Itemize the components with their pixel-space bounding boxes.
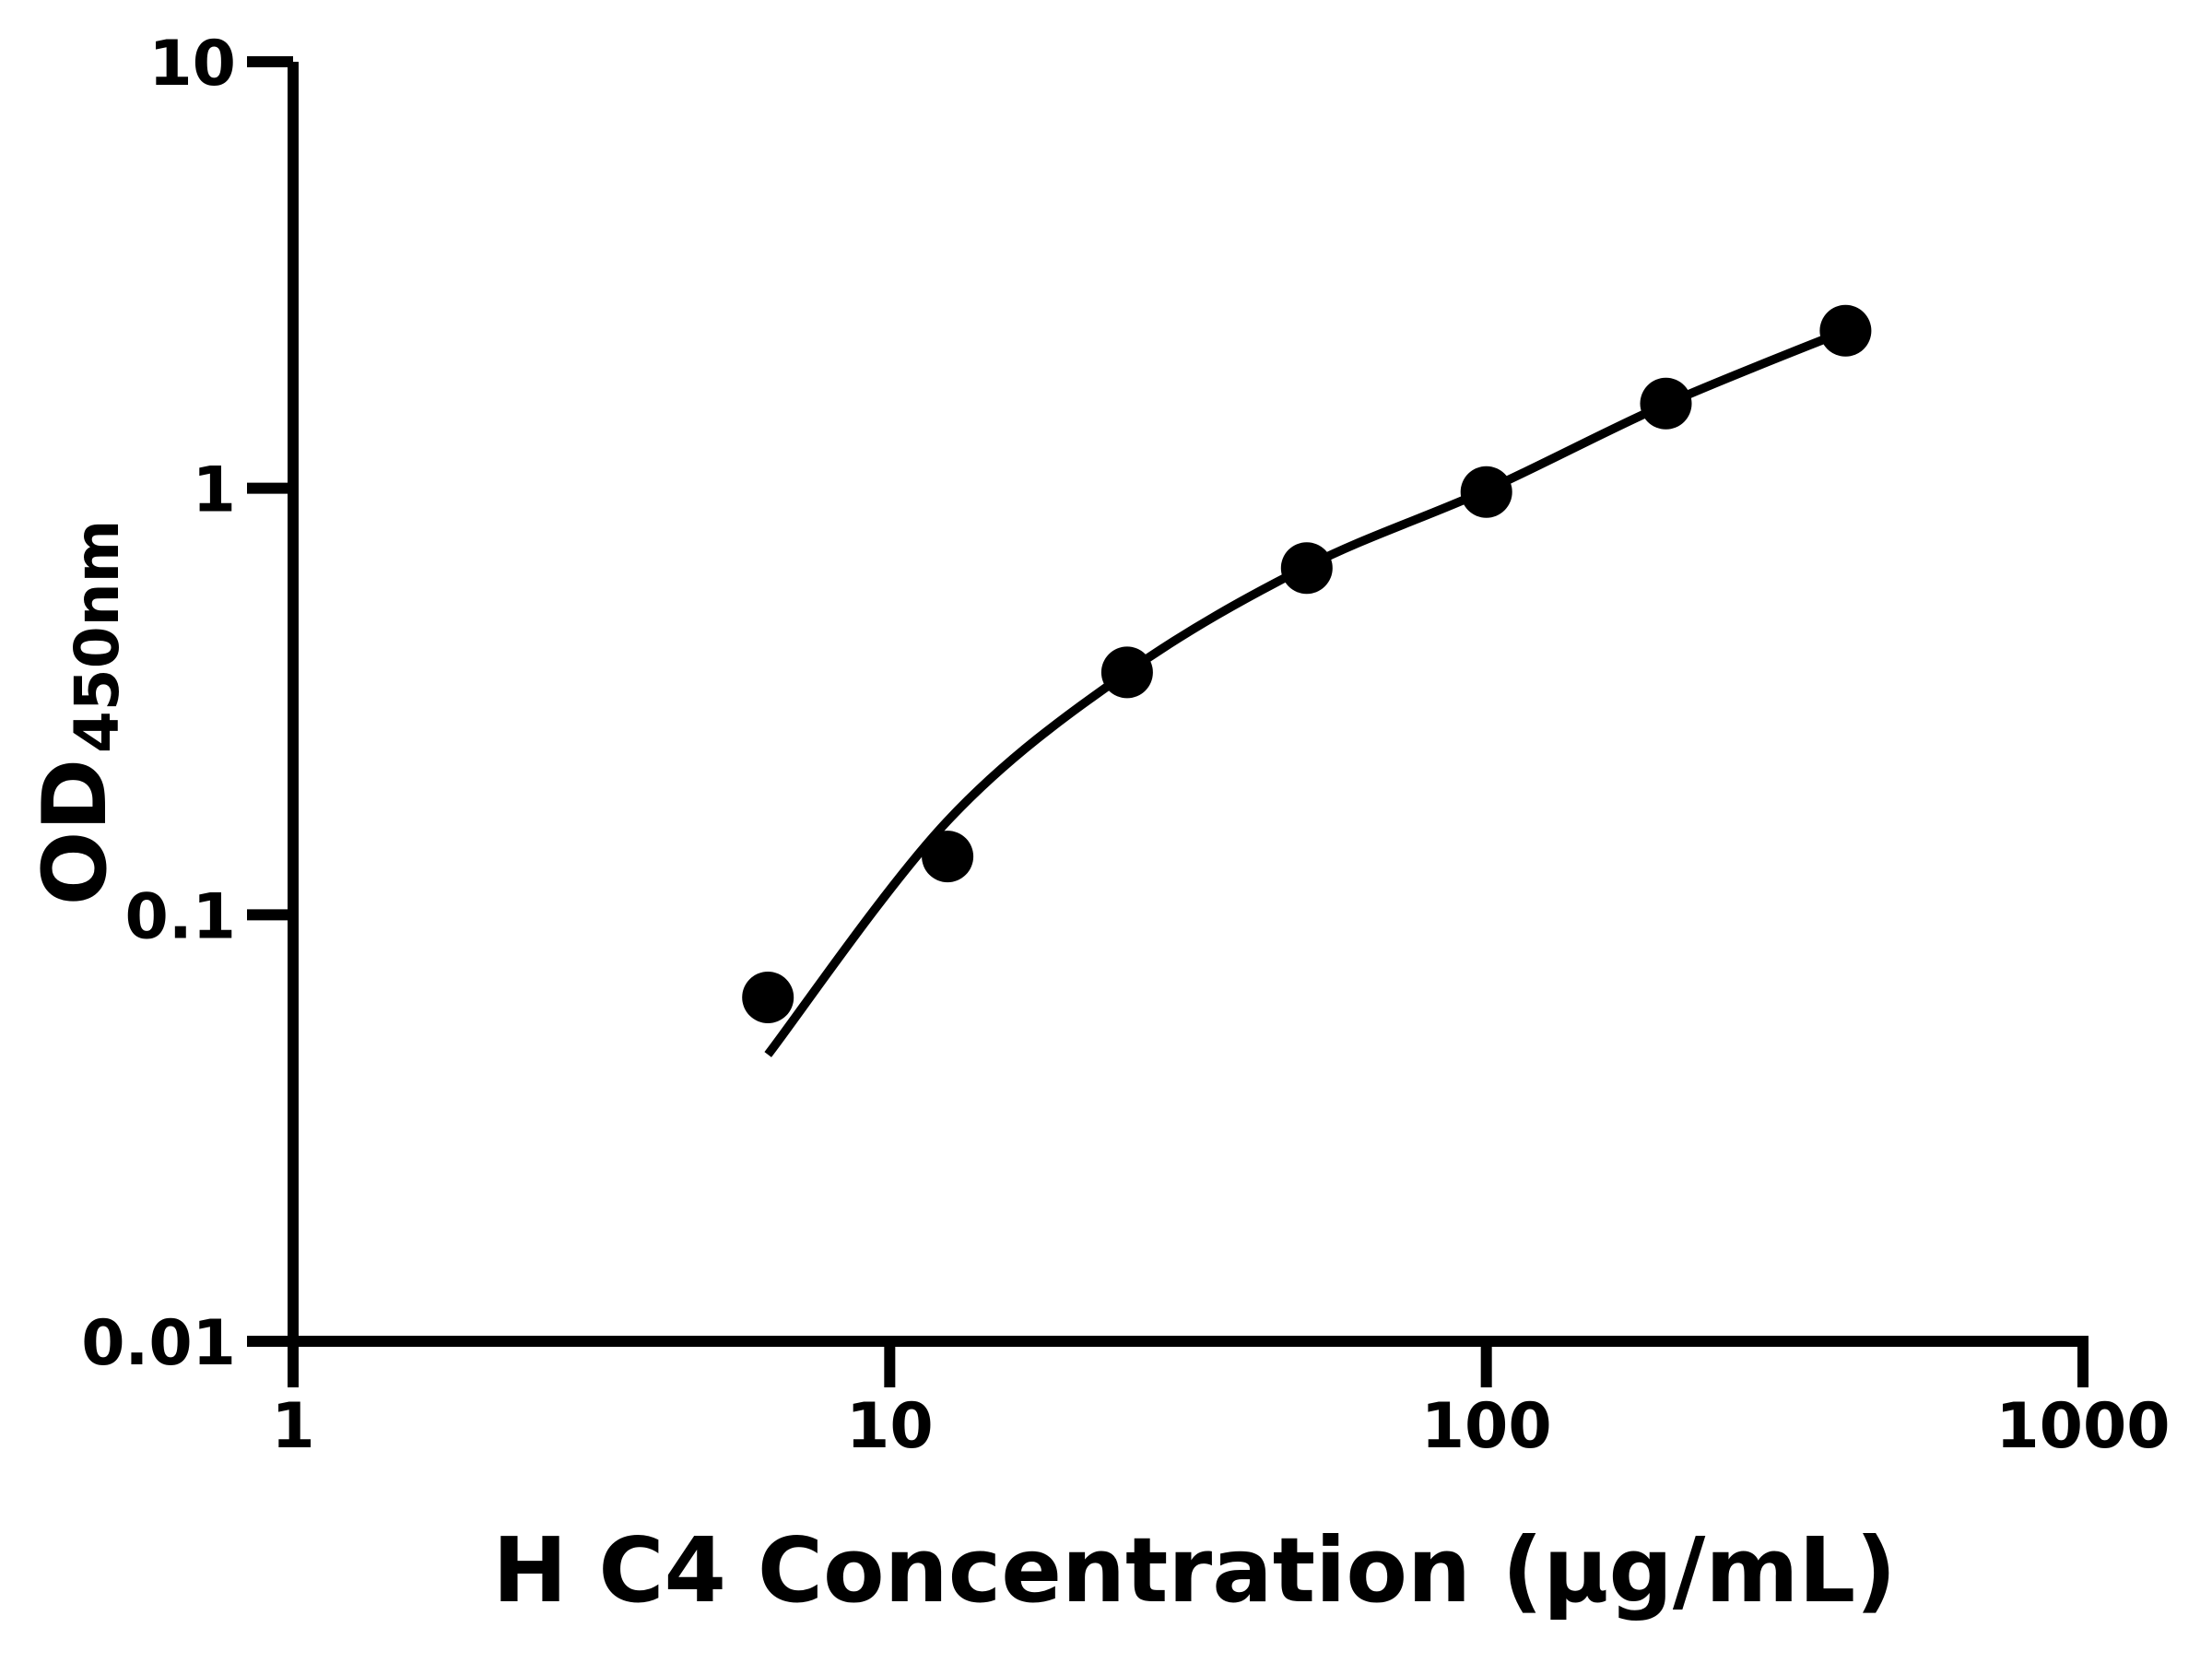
x-tick-label: 1000 — [1995, 1390, 2170, 1463]
x-axis-title: H C4 Concentration (μg/mL) — [492, 1518, 1896, 1622]
data-point — [1280, 542, 1333, 595]
y-tick-label: 1 — [193, 454, 236, 527]
data-point — [922, 831, 974, 883]
x-tick-label: 100 — [1421, 1390, 1552, 1463]
data-point — [742, 972, 794, 1023]
data-point — [1460, 466, 1512, 518]
data-point — [1640, 377, 1692, 430]
y-axis-title-subscript: 450nm — [62, 520, 133, 754]
y-tick-label: 0.01 — [81, 1307, 236, 1380]
axes-layer: 1 10 100 1000 0.01 0.1 1 10 — [81, 28, 2170, 1463]
fit-curve-line — [764, 326, 1848, 1057]
x-tick-label: 1 — [271, 1390, 314, 1463]
y-axis-title-main: OD — [25, 759, 126, 906]
y-axis-title: OD 450nm — [25, 520, 133, 906]
y-tick-label: 0.1 — [125, 880, 236, 953]
data-point — [1100, 646, 1153, 699]
data-point — [1819, 304, 1872, 357]
x-tick-label: 10 — [846, 1390, 934, 1463]
y-tick-label: 10 — [148, 28, 236, 100]
data-layer — [742, 304, 1872, 1057]
